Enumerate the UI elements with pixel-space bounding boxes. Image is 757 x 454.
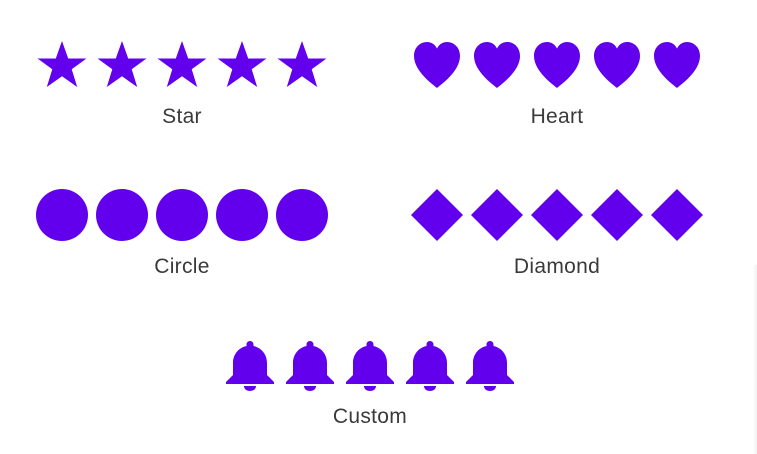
bell-icon[interactable] <box>464 339 516 391</box>
diamond-icon[interactable] <box>411 189 463 241</box>
rating-diamond-label: Diamond <box>513 255 601 278</box>
circle-icon[interactable] <box>96 189 148 241</box>
heart-icon[interactable] <box>531 39 583 91</box>
rating-star-icons <box>36 37 328 93</box>
circle-icon[interactable] <box>276 189 328 241</box>
rating-diamond-icons <box>411 187 703 243</box>
rating-circle-icons <box>36 187 328 243</box>
rating-custom-icons <box>224 337 516 393</box>
bell-icon[interactable] <box>344 339 396 391</box>
bell-icon[interactable] <box>284 339 336 391</box>
rating-circle: Circle <box>36 187 328 279</box>
heart-icon[interactable] <box>651 39 703 91</box>
circle-icon[interactable] <box>156 189 208 241</box>
circle-icon[interactable] <box>216 189 268 241</box>
star-icon[interactable] <box>216 39 268 91</box>
heart-icon[interactable] <box>411 39 463 91</box>
star-icon[interactable] <box>276 39 328 91</box>
heart-icon[interactable] <box>591 39 643 91</box>
star-icon[interactable] <box>156 39 208 91</box>
rating-diamond: Diamond <box>411 187 703 279</box>
star-icon[interactable] <box>36 39 88 91</box>
diamond-icon[interactable] <box>651 189 703 241</box>
rating-custom-label: Custom <box>332 405 408 428</box>
heart-icon[interactable] <box>471 39 523 91</box>
rating-custom: Custom <box>224 337 516 429</box>
rating-star: Star <box>36 37 328 129</box>
rating-heart-icons <box>411 37 703 93</box>
rating-star-label: Star <box>162 105 202 128</box>
diamond-icon[interactable] <box>531 189 583 241</box>
page-edge-shadow <box>753 265 757 454</box>
bell-icon[interactable] <box>224 339 276 391</box>
rating-heart: Heart <box>411 37 703 129</box>
rating-heart-label: Heart <box>530 105 584 128</box>
diamond-icon[interactable] <box>591 189 643 241</box>
bell-icon[interactable] <box>404 339 456 391</box>
diamond-icon[interactable] <box>471 189 523 241</box>
rating-circle-label: Circle <box>154 255 210 278</box>
circle-icon[interactable] <box>36 189 88 241</box>
star-icon[interactable] <box>96 39 148 91</box>
